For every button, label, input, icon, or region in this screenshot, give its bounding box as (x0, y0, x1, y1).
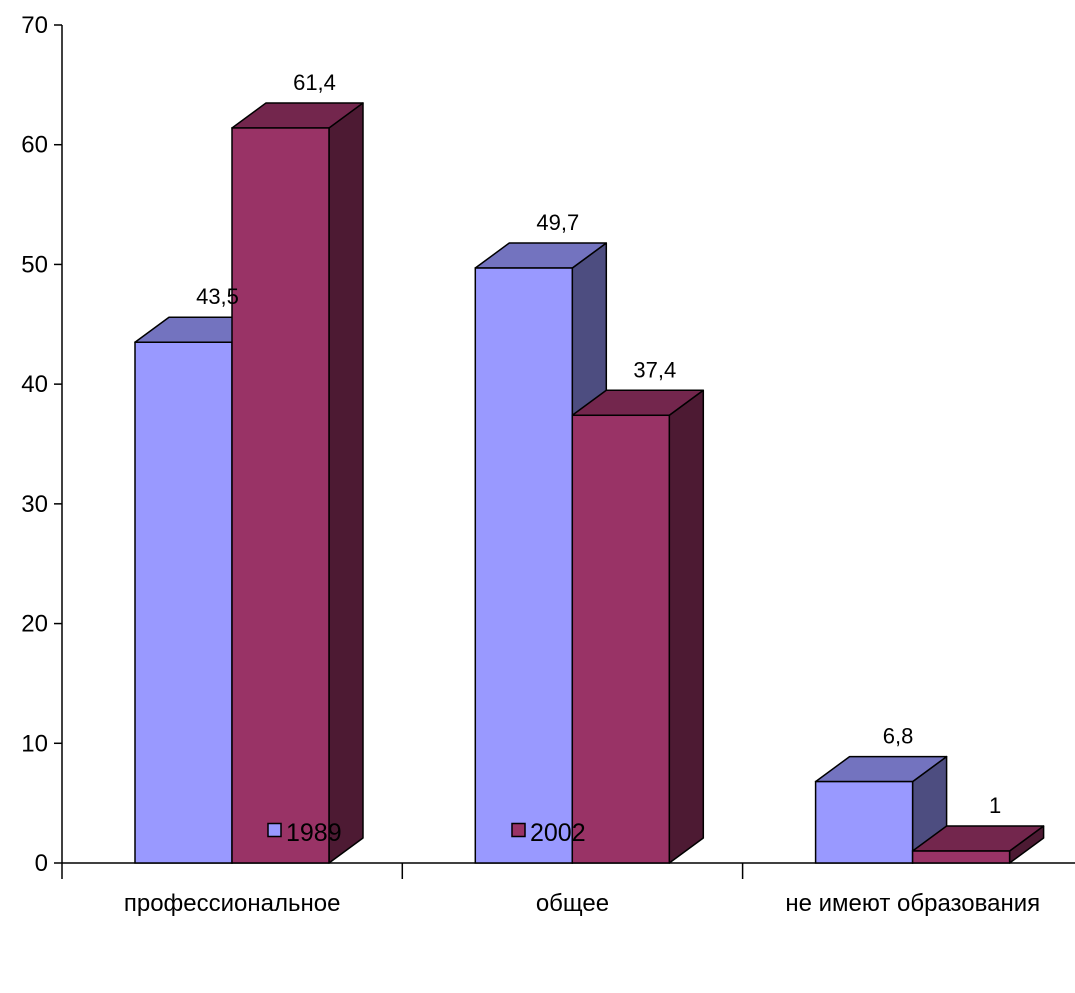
x-tick-label: общее (536, 890, 609, 917)
x-tick-label: не имеют образования (785, 890, 1040, 917)
bars (134, 102, 1045, 864)
bar-side-face (668, 389, 705, 864)
bar-2002-1 (571, 389, 705, 864)
y-tick-label: 60 (21, 132, 48, 159)
bar-front-face (231, 127, 330, 864)
bar-2002-0 (231, 102, 364, 864)
data-label: 61,4 (293, 70, 336, 95)
y-tick-label: 30 (21, 491, 48, 518)
bar-side-face (328, 102, 364, 864)
x-tick-label: профессиональное (124, 890, 341, 917)
bar-front-face (474, 267, 574, 864)
legend-swatch (511, 822, 526, 838)
legend: 1989 2002 (267, 819, 586, 847)
legend-swatch (267, 822, 282, 838)
y-tick-label: 0 (35, 850, 48, 877)
legend-label: 1989 (286, 819, 342, 847)
bar-front-face (911, 850, 1011, 864)
legend-item-1989: 1989 (267, 819, 342, 847)
data-label: 37,4 (633, 357, 676, 382)
bar-front-face (814, 780, 914, 864)
legend-item-2002: 2002 (511, 819, 586, 847)
y-tick-label: 50 (21, 251, 48, 278)
legend-label: 2002 (530, 819, 586, 847)
data-label: 49,7 (536, 210, 579, 235)
data-labels: 43,5 61,4 49,7 37,4 6,8 1 (196, 70, 1001, 818)
bar-front-face (571, 414, 671, 864)
y-tick-label: 40 (21, 371, 48, 398)
bar-2002-2 (911, 825, 1045, 864)
y-tick-label: 10 (21, 730, 48, 757)
y-tick-label: 70 (21, 12, 48, 39)
y-tick-label: 20 (21, 611, 48, 638)
data-label: 43,5 (196, 284, 239, 309)
axes: 0 10 20 30 40 50 60 70 профессиональное общее не и… (21, 12, 1075, 917)
data-label: 1 (989, 793, 1001, 818)
data-label: 6,8 (883, 724, 914, 749)
bar-1989-2 (814, 755, 948, 864)
bar-front-face (134, 341, 233, 864)
